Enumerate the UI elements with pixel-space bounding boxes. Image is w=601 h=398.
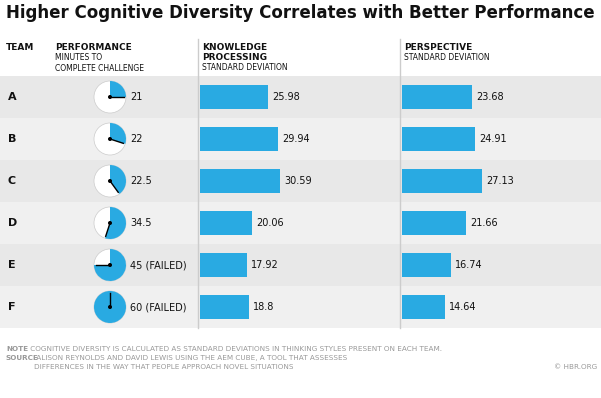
Text: Higher Cognitive Diversity Correlates with Better Performance: Higher Cognitive Diversity Correlates wi… (6, 4, 594, 22)
Text: © HBR.ORG: © HBR.ORG (554, 364, 597, 370)
Text: KNOWLEDGE
PROCESSING: KNOWLEDGE PROCESSING (202, 43, 267, 62)
Bar (200, 170, 280, 193)
Text: 18.8: 18.8 (253, 302, 275, 312)
Bar (0, 286, 601, 328)
Circle shape (108, 95, 112, 99)
Text: ALISON REYNOLDS AND DAVID LEWIS USING THE AEM CUBE, A TOOL THAT ASSESSES: ALISON REYNOLDS AND DAVID LEWIS USING TH… (34, 355, 347, 361)
Text: 20.06: 20.06 (257, 218, 284, 228)
Bar (200, 254, 247, 277)
Text: 17.92: 17.92 (251, 260, 279, 270)
Bar (0, 76, 601, 118)
Circle shape (108, 263, 112, 267)
Wedge shape (110, 81, 126, 97)
Text: 21.66: 21.66 (470, 218, 498, 228)
Text: 25.98: 25.98 (272, 92, 300, 102)
Bar (0, 202, 601, 244)
Circle shape (108, 179, 112, 183)
Bar (200, 211, 252, 234)
Circle shape (108, 221, 112, 225)
Text: 60 (FAILED): 60 (FAILED) (130, 302, 186, 312)
Text: PERSPECTIVE: PERSPECTIVE (404, 43, 472, 52)
Text: E: E (8, 260, 16, 270)
Text: STANDARD DEVIATION: STANDARD DEVIATION (404, 53, 490, 62)
Text: 22.5: 22.5 (130, 176, 151, 186)
Text: 22: 22 (130, 134, 142, 144)
Circle shape (94, 249, 126, 281)
Bar (402, 211, 466, 234)
Wedge shape (110, 165, 126, 194)
Bar (402, 127, 475, 150)
Text: 23.68: 23.68 (476, 92, 504, 102)
Circle shape (94, 207, 126, 239)
Text: F: F (8, 302, 16, 312)
Text: 27.13: 27.13 (486, 176, 514, 186)
Text: COGNITIVE DIVERSITY IS CALCULATED AS STANDARD DEVIATIONS IN THINKING STYLES PRES: COGNITIVE DIVERSITY IS CALCULATED AS STA… (28, 346, 442, 352)
Bar (0, 244, 601, 286)
Circle shape (94, 81, 126, 113)
Circle shape (94, 165, 126, 197)
Text: 16.74: 16.74 (456, 260, 483, 270)
Text: D: D (8, 218, 17, 228)
Wedge shape (105, 207, 126, 239)
Text: SOURCE: SOURCE (6, 355, 39, 361)
Text: PERFORMANCE: PERFORMANCE (55, 43, 132, 52)
Bar (200, 295, 249, 318)
Text: NOTE: NOTE (6, 346, 28, 352)
Bar (402, 254, 451, 277)
Text: TEAM: TEAM (6, 43, 34, 52)
Bar (0, 160, 601, 202)
Text: 24.91: 24.91 (480, 134, 507, 144)
Text: 14.64: 14.64 (449, 302, 477, 312)
Circle shape (94, 291, 126, 323)
Bar (0, 118, 601, 160)
Wedge shape (110, 123, 126, 144)
Bar (200, 127, 278, 150)
Text: A: A (8, 92, 17, 102)
Bar (402, 86, 472, 109)
Text: DIFFERENCES IN THE WAY THAT PEOPLE APPROACH NOVEL SITUATIONS: DIFFERENCES IN THE WAY THAT PEOPLE APPRO… (34, 364, 293, 370)
Circle shape (108, 137, 112, 141)
Text: STANDARD DEVIATION: STANDARD DEVIATION (202, 63, 288, 72)
Circle shape (108, 305, 112, 309)
Bar (200, 86, 268, 109)
Text: 21: 21 (130, 92, 142, 102)
Bar (402, 295, 445, 318)
Wedge shape (94, 291, 126, 323)
Circle shape (94, 123, 126, 155)
Text: 45 (FAILED): 45 (FAILED) (130, 260, 187, 270)
Text: 34.5: 34.5 (130, 218, 151, 228)
Text: 29.94: 29.94 (282, 134, 310, 144)
Text: MINUTES TO
COMPLETE CHALLENGE: MINUTES TO COMPLETE CHALLENGE (55, 53, 144, 73)
Text: C: C (8, 176, 16, 186)
Text: 30.59: 30.59 (284, 176, 312, 186)
Text: B: B (8, 134, 16, 144)
Bar (402, 170, 482, 193)
Wedge shape (94, 249, 126, 281)
